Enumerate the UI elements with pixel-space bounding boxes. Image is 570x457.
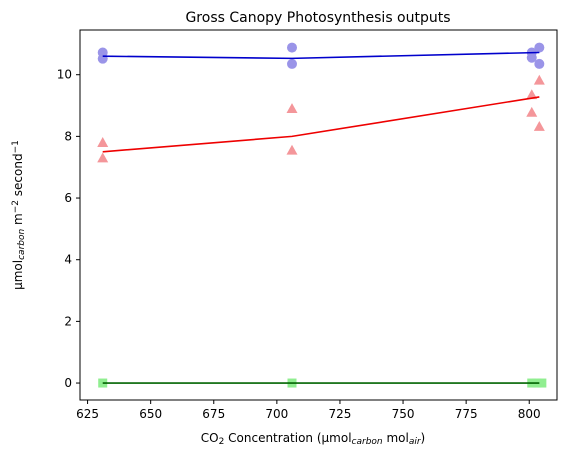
axis-label-part: Concentration (μmol (224, 431, 351, 445)
data-point-triangle (286, 144, 298, 155)
axis-label-part: air (409, 437, 422, 447)
y-axis-ticks: 0 2 4 6 8 10 (57, 68, 80, 390)
axis-label-part: −1 (11, 140, 21, 153)
x-tick-label: 650 (139, 407, 162, 421)
x-tick-label: 675 (202, 407, 225, 421)
axis-label-part: carbon (17, 229, 27, 260)
plot-frame (79, 29, 558, 401)
data-point-circle (287, 42, 297, 53)
data-point-triangle (526, 89, 538, 100)
y-tick-label: 0 (64, 376, 72, 390)
axis-label-part: 2 (219, 437, 225, 447)
axis-label-part: μmol (11, 260, 25, 290)
series-1 (97, 74, 545, 163)
y-tick-label: 4 (64, 253, 72, 267)
series-2 (98, 378, 547, 388)
fit-line (102, 96, 540, 153)
fit-line (102, 51, 540, 60)
data-point-triangle (97, 137, 109, 147)
axis-label-part: ) (421, 431, 426, 445)
axis-label-part: CO (201, 431, 219, 445)
data-point-circle (97, 53, 108, 64)
data-point-triangle (97, 152, 109, 163)
data-point-circle (526, 52, 537, 63)
axis-label-part: mol (383, 431, 409, 445)
x-tick-label: 750 (392, 407, 415, 421)
x-tick-label: 700 (265, 407, 288, 421)
chart-title: Gross Canopy Photosynthesis outputs (185, 10, 450, 26)
data-point-square (537, 378, 547, 388)
data-point-circle (287, 58, 297, 69)
x-tick-label: 725 (328, 407, 351, 421)
x-tick-label: 800 (518, 407, 541, 421)
x-tick-label: 775 (455, 407, 478, 421)
x-tick-label: 625 (76, 407, 99, 421)
x-axis-label: CO2 Concentration (μmolcarbon molair) (201, 431, 425, 447)
y-tick-label: 10 (57, 68, 72, 82)
axis-label-part: −2 (11, 200, 21, 213)
axis-label-part: carbon (352, 437, 383, 447)
y-tick-label: 6 (64, 191, 72, 205)
data-point-triangle (286, 103, 298, 114)
data-point-triangle (526, 106, 538, 117)
y-tick-label: 2 (64, 314, 72, 328)
data-point-triangle (533, 121, 545, 131)
series-0 (97, 42, 545, 69)
x-axis-ticks: 625 650 675 700 725 750 775 800 (76, 400, 541, 421)
axis-label-part: m (11, 213, 25, 229)
y-tick-label: 8 (64, 129, 72, 143)
y-axis-label: μmolcarbon m−2 second−1 (11, 140, 27, 290)
data-point-circle (534, 42, 545, 53)
axis-label-part: second (11, 153, 25, 200)
data-point-triangle (533, 74, 545, 85)
plot-marks (97, 42, 547, 388)
data-point-circle (534, 58, 545, 69)
